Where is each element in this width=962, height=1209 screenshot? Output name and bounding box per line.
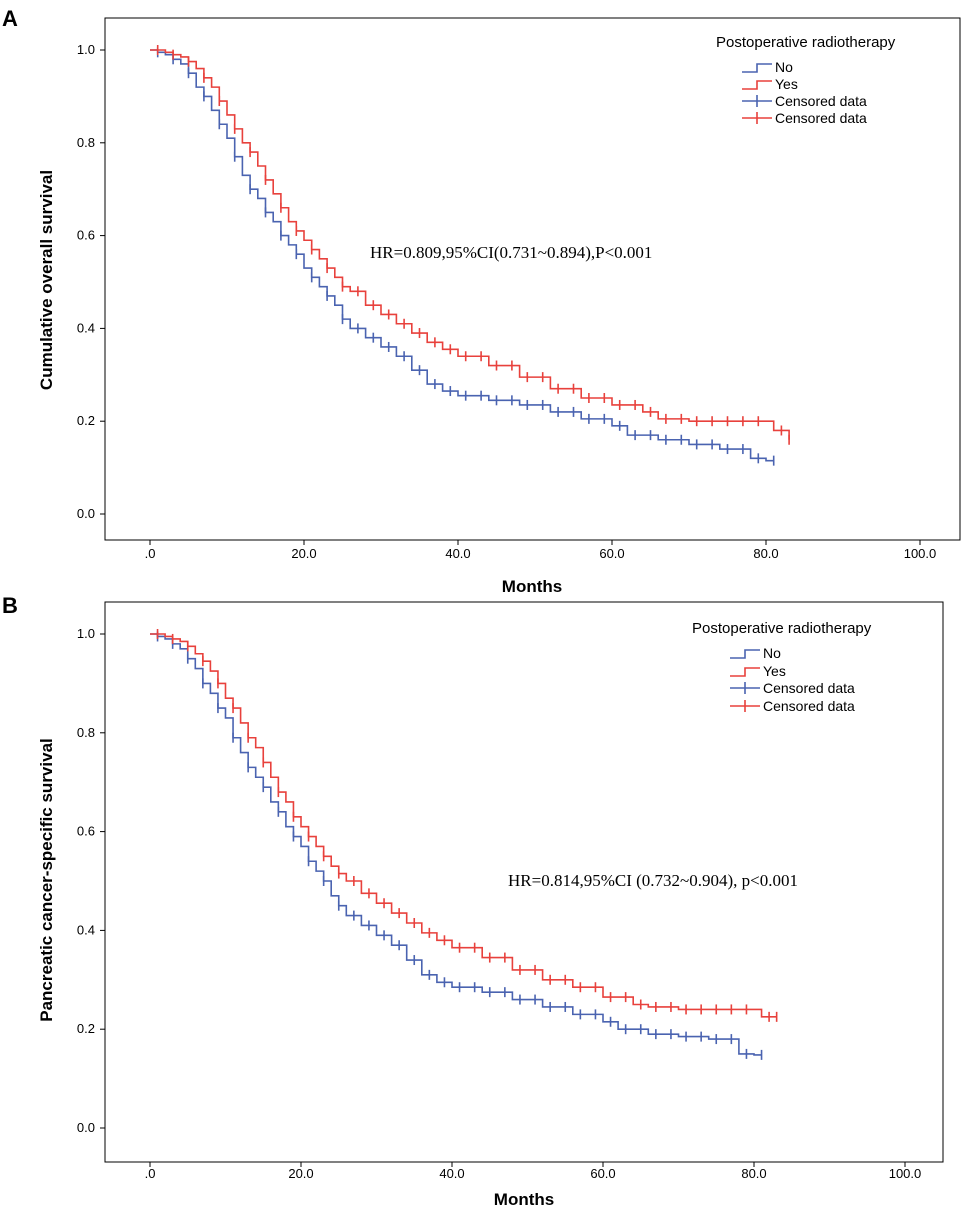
panel-b-xtick-label-5: 100.0 — [889, 1166, 922, 1181]
panel-a-ytick-label-1: 0.2 — [77, 413, 95, 428]
panel-b-ytick-label-3: 0.6 — [77, 824, 95, 839]
panel-b-ytick-label-1: 0.2 — [77, 1021, 95, 1036]
panel-b-xtick-label-2: 40.0 — [439, 1166, 464, 1181]
panel-b-xtick-label-1: 20.0 — [288, 1166, 313, 1181]
panel-a-legend-censor-yes-label: Censored data — [775, 110, 867, 126]
panel-b-legend-title: Postoperative radiotherapy — [692, 620, 872, 637]
panel-b-xtick-label-0: .0 — [145, 1166, 156, 1181]
panel-b-legend-yes-swatch — [730, 667, 760, 677]
panel-a-y-axis-title: Cumulative overall survival — [37, 170, 56, 390]
panel-a-ytick-label-5: 1.0 — [77, 42, 95, 57]
panel-a-xtick-labels: .0 20.0 40.0 60.0 80.0 100.0 — [145, 546, 937, 561]
panel-a-ytick-label-0: 0.0 — [77, 506, 95, 521]
panel-a-xtick-label-4: 80.0 — [753, 546, 778, 561]
panel-b-censor-marks-no — [156, 631, 763, 1060]
panel-b-ytick-label-0: 0.0 — [77, 1120, 95, 1135]
panel-a-xtick-label-0: .0 — [145, 546, 156, 561]
panel-b-legend-censor-yes-swatch — [730, 700, 760, 712]
panel-b-x-axis-title: Months — [494, 1190, 554, 1209]
panel-b-xtick-labels: .0 20.0 40.0 60.0 80.0 100.0 — [145, 1166, 922, 1181]
panel-a-legend-censor-no-label: Censored data — [775, 93, 867, 109]
panel-b-legend: Postoperative radiotherapy No Yes Censor… — [692, 620, 872, 714]
panel-a-hazard-ratio: HR=0.809,95%CI(0.731~0.894),P<0.001 — [370, 243, 652, 262]
panel-b-legend-no-swatch — [730, 649, 760, 659]
panel-a-legend-no-label: No — [775, 59, 793, 75]
panel-b-curve-no — [150, 633, 762, 1056]
panel-a-xtick-label-2: 40.0 — [445, 546, 470, 561]
panel-b-curve-yes — [150, 633, 777, 1018]
panel-a: A .0 20.0 40.0 60.0 80.0 100.0 0.0 0.2 — [2, 6, 961, 596]
panel-a-xtick-label-3: 60.0 — [599, 546, 624, 561]
panel-b-y-axis-title: Pancreatic cancer-specific survival — [37, 738, 56, 1022]
panel-a-legend-censor-no-swatch — [742, 95, 772, 107]
panel-b-label: B — [2, 593, 18, 618]
panel-a-legend-no-swatch — [742, 63, 772, 73]
panel-a-ytick-labels: 0.0 0.2 0.4 0.6 0.8 1.0 — [77, 42, 95, 521]
panel-a-label: A — [2, 6, 18, 31]
panel-b-ytick-label-2: 0.4 — [77, 922, 95, 937]
panel-a-curve-yes — [150, 49, 790, 440]
panel-b-legend-censor-yes-label: Censored data — [763, 698, 855, 714]
panel-a-ytick-label-3: 0.6 — [77, 228, 95, 243]
panel-a-legend-yes-swatch — [742, 80, 772, 90]
panel-b-plot-frame — [104, 601, 944, 1163]
panel-a-curve-no — [150, 49, 774, 462]
panel-b-censor-marks-yes — [156, 629, 778, 1022]
panel-a-legend-censor-yes-swatch — [742, 112, 772, 124]
panel-b-ytick-label-4: 0.8 — [77, 725, 95, 740]
panel-a-ytick-label-4: 0.8 — [77, 135, 95, 150]
panel-a-plot-frame — [104, 17, 961, 541]
panel-b-legend-no-label: No — [763, 645, 781, 661]
panel-b-legend-yes-label: Yes — [763, 663, 786, 679]
panel-a-ticks — [100, 49, 921, 545]
panel-b: B .0 20.0 40.0 60.0 80.0 100.0 0.0 0.2 — [2, 593, 944, 1209]
panel-b-hazard-ratio: HR=0.814,95%CI (0.732~0.904), p<0.001 — [508, 871, 798, 890]
panel-a-legend-yes-label: Yes — [775, 76, 798, 92]
panel-a-legend-title: Postoperative radiotherapy — [716, 34, 896, 51]
panel-b-xtick-label-4: 80.0 — [741, 1166, 766, 1181]
panel-a-censor-marks-no — [156, 47, 775, 466]
panel-b-ytick-labels: 0.0 0.2 0.4 0.6 0.8 1.0 — [77, 626, 95, 1135]
panel-a-xtick-label-5: 100.0 — [904, 546, 937, 561]
panel-a-censor-marks-yes — [156, 45, 790, 445]
panel-b-legend-censor-no-swatch — [730, 682, 760, 694]
panel-b-legend-censor-no-label: Censored data — [763, 680, 855, 696]
panel-a-legend: Postoperative radiotherapy No Yes Censor… — [716, 34, 896, 126]
panel-a-xtick-label-1: 20.0 — [291, 546, 316, 561]
panel-b-ticks — [100, 633, 906, 1167]
panel-b-ytick-label-5: 1.0 — [77, 626, 95, 641]
panel-b-xtick-label-3: 60.0 — [590, 1166, 615, 1181]
panel-a-ytick-label-2: 0.4 — [77, 320, 95, 335]
panel-a-x-axis-title: Months — [502, 577, 562, 596]
